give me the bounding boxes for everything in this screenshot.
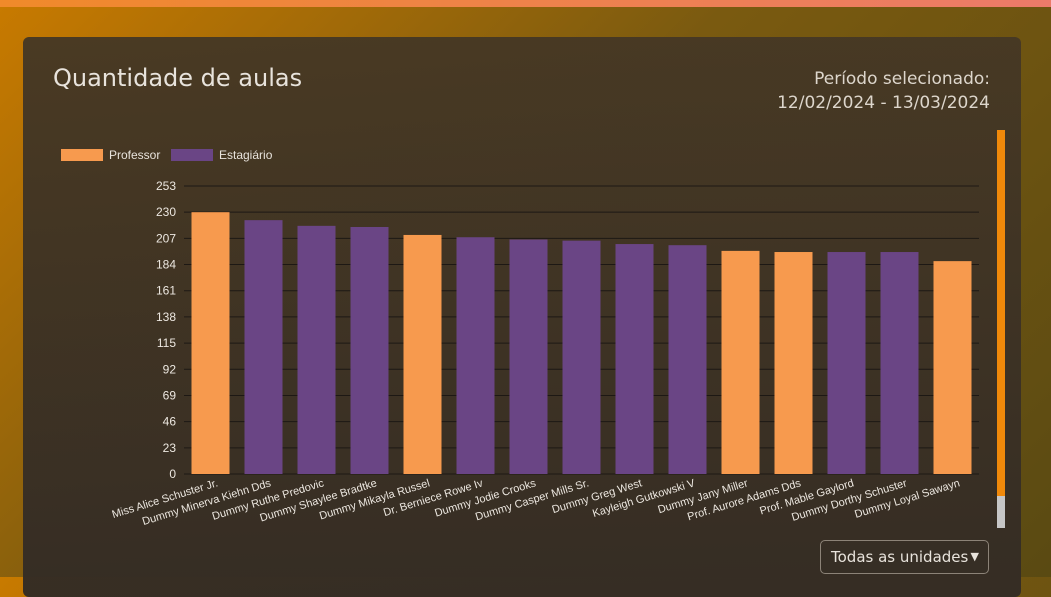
unit-select-value: Todas as unidades	[831, 548, 969, 566]
y-tick-label: 92	[163, 362, 177, 376]
bar[interactable]	[456, 237, 495, 474]
y-tick-label: 184	[156, 258, 176, 272]
bar[interactable]	[615, 244, 654, 474]
period-range: 12/02/2024 - 13/03/2024	[777, 93, 990, 113]
bar[interactable]	[827, 252, 866, 474]
y-tick-label: 23	[163, 441, 177, 455]
y-tick-label: 0	[169, 467, 176, 481]
chart-area: Professor Estagiário 0 23 46 69 92 115 138 161 1…	[53, 130, 1013, 530]
bar[interactable]	[509, 239, 548, 474]
chart-bars	[191, 212, 972, 474]
legend-swatch-professor[interactable]	[61, 149, 103, 161]
y-tick-label: 230	[156, 205, 176, 219]
chevron-down-icon: ▼	[970, 550, 979, 563]
x-axis: Miss Alice Schuster Jr.Dummy Minerva Kie…	[111, 477, 962, 528]
bar[interactable]	[297, 225, 336, 474]
bar[interactable]	[244, 220, 283, 474]
chart-legend[interactable]: Professor Estagiário	[61, 148, 273, 162]
chart-card: Quantidade de aulas Período selecionado:…	[23, 37, 1021, 597]
y-tick-label: 207	[156, 231, 176, 245]
y-axis: 0 23 46 69 92 115 138 161 184 207 230 253	[156, 179, 176, 481]
page-title: Quantidade de aulas	[53, 64, 303, 92]
bar[interactable]	[774, 252, 813, 474]
top-accent-strip	[0, 0, 1051, 7]
period-info: Período selecionado: 12/02/2024 - 13/03/…	[777, 67, 990, 115]
bar[interactable]	[880, 252, 919, 474]
bar[interactable]	[562, 240, 601, 474]
y-tick-label: 115	[157, 336, 176, 350]
y-tick-label: 161	[156, 284, 176, 298]
chart-scrollbar-thumb[interactable]	[997, 130, 1005, 496]
y-tick-label: 69	[163, 388, 177, 402]
bar[interactable]	[403, 234, 442, 474]
period-label: Período selecionado:	[814, 69, 990, 89]
bar[interactable]	[668, 245, 707, 474]
bar[interactable]	[350, 226, 389, 474]
legend-swatch-estagiario[interactable]	[171, 149, 213, 161]
bar[interactable]	[721, 250, 760, 474]
legend-label-professor[interactable]: Professor	[109, 148, 160, 162]
bar-chart: Professor Estagiário 0 23 46 69 92 115 138 161 1…	[61, 148, 979, 528]
bar[interactable]	[933, 261, 972, 474]
y-tick-label: 138	[156, 310, 176, 324]
y-tick-label: 253	[156, 179, 176, 193]
bar[interactable]	[191, 212, 230, 474]
legend-label-estagiario[interactable]: Estagiário	[219, 148, 273, 162]
y-tick-label: 46	[163, 415, 177, 429]
unit-select[interactable]: Todas as unidades ▼	[820, 540, 989, 574]
